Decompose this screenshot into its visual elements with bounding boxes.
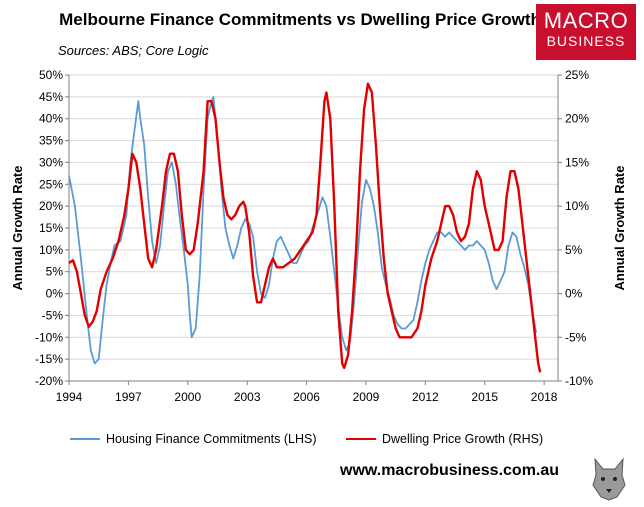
x-tick-label: 2018: [531, 390, 558, 404]
right-tick-label: 0%: [565, 287, 583, 301]
x-tick-label: 1994: [56, 390, 83, 404]
legend-swatch-rhs: [346, 438, 376, 440]
x-tick-label: 2012: [412, 390, 439, 404]
right-tick-label: 20%: [565, 112, 589, 126]
right-tick-label: 15%: [565, 155, 589, 169]
left-tick-label: 25%: [39, 177, 63, 191]
legend-label-lhs: Housing Finance Commitments (LHS): [106, 432, 317, 446]
left-tick-label: 50%: [39, 68, 63, 82]
x-tick-label: 2009: [353, 390, 380, 404]
right-axis-title: Annual Growth Rate: [612, 166, 627, 291]
x-tick-label: 2003: [234, 390, 261, 404]
left-tick-label: 35%: [39, 134, 63, 148]
left-tick-label: -5%: [42, 308, 64, 322]
right-tick-label: -5%: [565, 330, 587, 344]
right-tick-label: 25%: [565, 68, 589, 82]
left-tick-label: 10%: [39, 243, 63, 257]
right-tick-label: -10%: [565, 374, 593, 388]
legend-label-rhs: Dwelling Price Growth (RHS): [382, 432, 544, 446]
left-tick-label: -15%: [35, 352, 63, 366]
logo-line2: BUSINESS: [546, 33, 626, 49]
logo-line1: MACRO: [543, 8, 629, 33]
x-tick-label: 2006: [293, 390, 320, 404]
left-tick-label: 0%: [46, 287, 64, 301]
chart-sources: Sources: ABS; Core Logic: [58, 43, 209, 58]
chart-title: Melbourne Finance Commitments vs Dwellin…: [59, 10, 541, 29]
legend-item-rhs: Dwelling Price Growth (RHS): [346, 432, 543, 446]
series-line-dwelling-price: [68, 82, 542, 373]
legend-swatch-lhs: [70, 438, 100, 440]
left-tick-label: -20%: [35, 374, 63, 388]
left-tick-label: 45%: [39, 90, 63, 104]
legend-item-lhs: Housing Finance Commitments (LHS): [70, 432, 317, 446]
left-tick-label: 5%: [46, 265, 64, 279]
wolf-logo-icon: [592, 457, 626, 501]
series-line-housing-finance: [68, 96, 538, 365]
website-url: www.macrobusiness.com.au: [340, 462, 560, 479]
left-tick-label: 20%: [39, 199, 63, 213]
x-tick-label: 2015: [471, 390, 498, 404]
right-tick-label: 5%: [565, 243, 583, 257]
left-tick-label: 40%: [39, 112, 63, 126]
left-axis-title: Annual Growth Rate: [10, 166, 25, 291]
x-tick-label: 1997: [115, 390, 142, 404]
x-tick-label: 2000: [174, 390, 201, 404]
macro-business-logo: MACRO BUSINESS: [536, 4, 636, 60]
left-tick-label: 30%: [39, 155, 63, 169]
right-tick-label: 10%: [565, 199, 589, 213]
left-tick-label: -10%: [35, 330, 63, 344]
left-tick-label: 15%: [39, 221, 63, 235]
